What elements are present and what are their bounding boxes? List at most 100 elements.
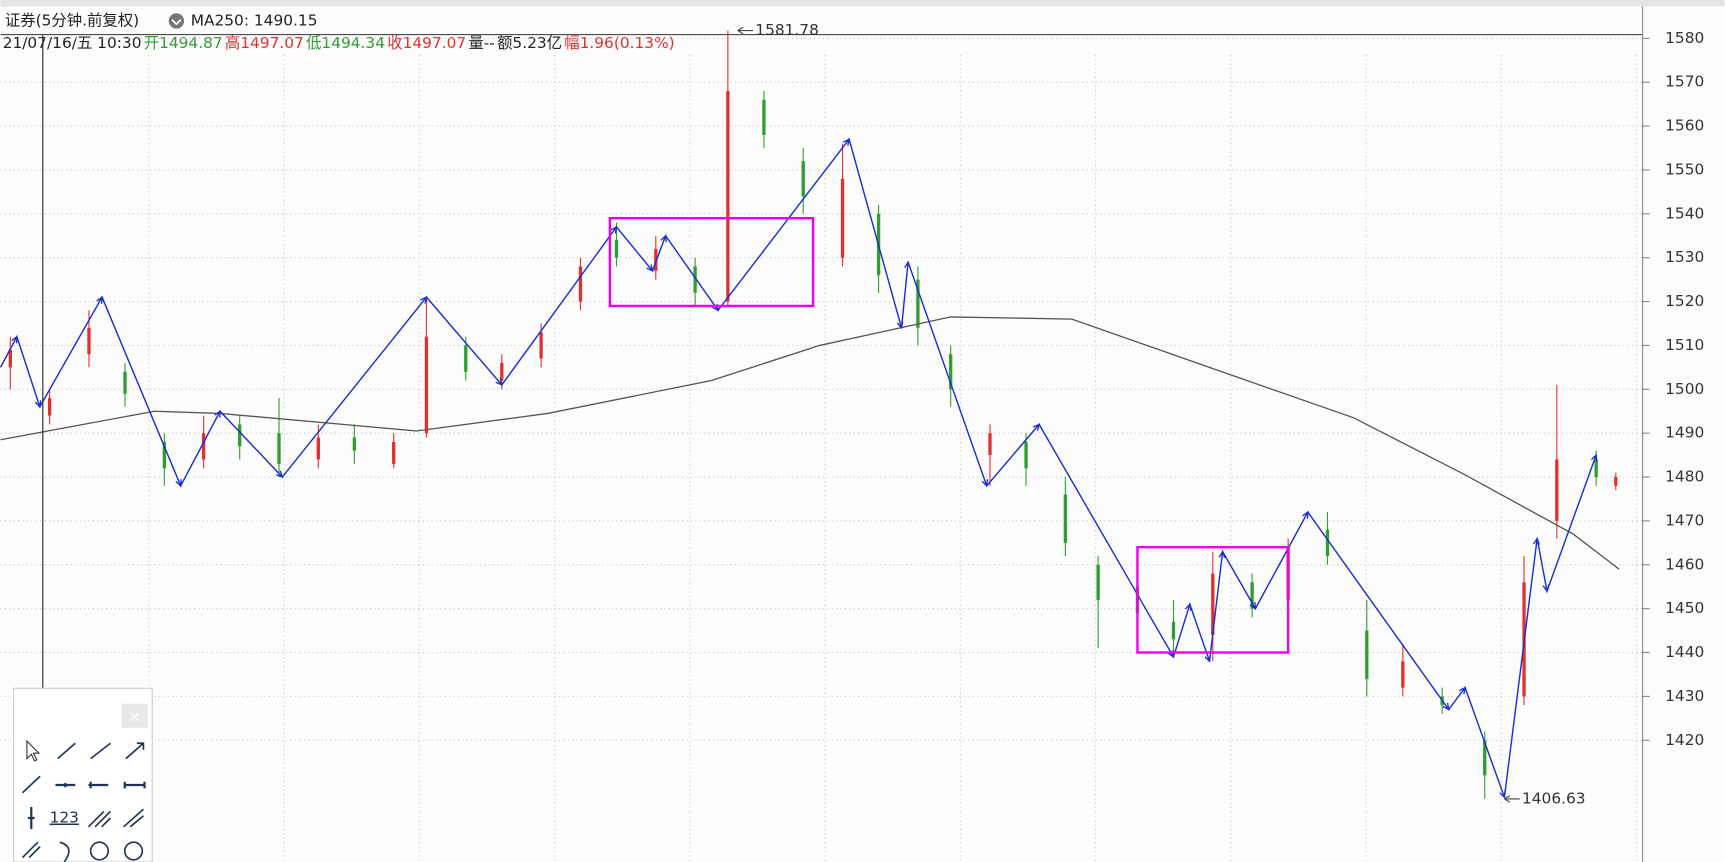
- chart-title: 证券(5分钟.前复权): [5, 11, 139, 29]
- y-tick-label: 1450: [1665, 599, 1704, 617]
- quote-bar: 21/07/16/五 10:30 开1494.87 高1497.07 低1494.34…: [3, 33, 675, 51]
- tool-parallel[interactable]: [123, 808, 144, 828]
- zigzag-arrow: [175, 479, 182, 488]
- zigzag-arrow: [1533, 536, 1540, 545]
- toolbar-close[interactable]: [121, 703, 148, 728]
- candle-body: [1096, 564, 1100, 600]
- candle-body: [801, 161, 805, 197]
- tool-fib[interactable]: [21, 841, 41, 859]
- tool-vline[interactable]: [27, 807, 35, 830]
- zigzag-arrow: [1249, 602, 1257, 610]
- y-tick-label: 1560: [1665, 117, 1704, 135]
- candle-body: [162, 441, 166, 469]
- zigzag-arrow: [1204, 654, 1211, 663]
- tool-arrow[interactable]: [125, 742, 145, 760]
- candle-body: [1024, 441, 1028, 469]
- zigzag-arrow: [1542, 584, 1550, 593]
- y-tick-label: 1500: [1665, 380, 1704, 398]
- y-tick-label: 1470: [1665, 511, 1704, 529]
- tab-strip: [0, 0, 1725, 7]
- candle-body: [1211, 573, 1215, 635]
- tool-hray[interactable]: [88, 781, 109, 789]
- zigzag-arrow: [660, 234, 667, 243]
- candle-body: [352, 437, 357, 451]
- candle-body: [1401, 661, 1405, 688]
- plot: 1420 1430 1440 1450 1460 1470 1480 1490 1500 1510…: [0, 21, 1704, 862]
- y-tick-label: 1420: [1665, 731, 1704, 749]
- candle-body: [392, 441, 396, 464]
- quote-item: 低1494.34: [306, 33, 385, 51]
- zigzag-arrow: [981, 479, 989, 488]
- toolbar-close-icon: ×: [128, 707, 141, 725]
- tool-hseg[interactable]: [123, 781, 146, 789]
- tool-ray[interactable]: [90, 742, 111, 760]
- tool-arc[interactable]: [59, 841, 70, 862]
- zigzag-arrow: [904, 260, 911, 269]
- candle-body: [47, 398, 52, 416]
- zigzag-arrow: [34, 400, 42, 409]
- quote-item: 开1494.87: [144, 33, 223, 51]
- annotation-pointer: [1504, 795, 1520, 803]
- zigzag-arrow: [214, 409, 221, 418]
- ma-toggle[interactable]: [168, 13, 185, 29]
- tool-hline[interactable]: [55, 782, 76, 788]
- candle-body: [1250, 582, 1254, 609]
- zigzag-arrow: [1590, 453, 1598, 462]
- candle-body: [500, 362, 504, 381]
- zigzag-arrow: [1184, 602, 1192, 611]
- y-tick-label: 1460: [1665, 555, 1704, 573]
- y-tick-label: 1520: [1665, 292, 1704, 310]
- tool-ellipse[interactable]: [123, 841, 144, 861]
- range-box: [1136, 546, 1290, 654]
- candle-body: [726, 90, 730, 302]
- candle-body: [654, 248, 658, 271]
- tool-line[interactable]: [57, 742, 76, 760]
- y-tick-label: 1580: [1665, 29, 1704, 47]
- zigzag-arrow: [420, 295, 428, 304]
- candle-body: [539, 332, 543, 359]
- zigzag-line: [0, 137, 1597, 798]
- quote-item: 高1497.07: [225, 33, 304, 51]
- candle-body: [424, 336, 429, 434]
- background: [0, 6, 1725, 862]
- y-tick-label: 1430: [1665, 687, 1704, 705]
- y-tick-label: 1550: [1665, 160, 1704, 178]
- tool-pointer[interactable]: [26, 739, 41, 762]
- candle-body: [840, 178, 845, 258]
- candle-body: [578, 266, 583, 302]
- candle-body: [614, 240, 619, 258]
- annotation-label: 1406.63: [1522, 789, 1586, 807]
- candle-body: [316, 437, 320, 460]
- tool-number[interactable]: 123: [50, 809, 79, 827]
- annotation-pointer: [737, 26, 754, 35]
- ma-toggle-icon: [171, 19, 182, 26]
- y-tick-label: 1570: [1665, 73, 1704, 91]
- candle-body: [277, 433, 281, 464]
- candle-body: [988, 433, 992, 456]
- zigzag-arrow: [842, 138, 851, 146]
- zigzag-arrow: [11, 335, 18, 344]
- candle-body: [693, 266, 697, 293]
- tool-channel[interactable]: [87, 810, 112, 828]
- y-tick-label: 1490: [1665, 424, 1704, 442]
- y-tick-label: 1530: [1665, 248, 1704, 266]
- candle-body: [464, 345, 468, 372]
- candle-body: [1171, 621, 1176, 640]
- tool-seg[interactable]: [21, 775, 41, 794]
- candle-body: [1614, 477, 1618, 486]
- zigzag-arrow: [646, 264, 654, 273]
- candle-body: [238, 424, 242, 447]
- zigzag-arrow: [1218, 550, 1226, 559]
- candle-body: [201, 433, 206, 460]
- quote-item: 量--: [468, 33, 494, 51]
- range-box: [608, 216, 815, 308]
- candle-body: [123, 371, 127, 394]
- candle-body: [87, 327, 91, 355]
- zigzag-arrow: [96, 295, 103, 304]
- zigzag-arrow: [275, 470, 284, 479]
- tool-circle[interactable]: [89, 841, 110, 861]
- quote-item: 幅1.96(0.13%): [564, 33, 674, 51]
- candle-body: [1483, 740, 1487, 776]
